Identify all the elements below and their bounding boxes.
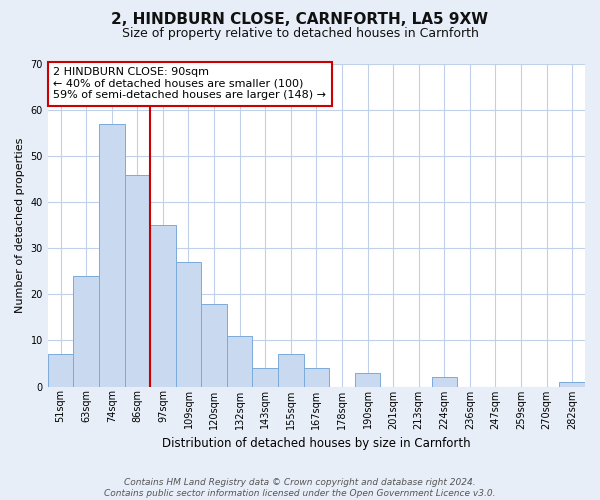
Bar	[73, 276, 99, 386]
Bar	[304, 368, 329, 386]
X-axis label: Distribution of detached houses by size in Carnforth: Distribution of detached houses by size …	[162, 437, 471, 450]
Bar	[355, 372, 380, 386]
Bar	[176, 262, 201, 386]
Bar	[431, 378, 457, 386]
Bar	[201, 304, 227, 386]
Bar	[278, 354, 304, 386]
Bar	[125, 174, 150, 386]
Bar	[99, 124, 125, 386]
Bar	[48, 354, 73, 386]
Y-axis label: Number of detached properties: Number of detached properties	[15, 138, 25, 313]
Text: Contains HM Land Registry data © Crown copyright and database right 2024.
Contai: Contains HM Land Registry data © Crown c…	[104, 478, 496, 498]
Bar	[227, 336, 253, 386]
Bar	[253, 368, 278, 386]
Text: Size of property relative to detached houses in Carnforth: Size of property relative to detached ho…	[122, 28, 478, 40]
Text: 2 HINDBURN CLOSE: 90sqm
← 40% of detached houses are smaller (100)
59% of semi-d: 2 HINDBURN CLOSE: 90sqm ← 40% of detache…	[53, 67, 326, 100]
Bar	[559, 382, 585, 386]
Bar	[150, 226, 176, 386]
Text: 2, HINDBURN CLOSE, CARNFORTH, LA5 9XW: 2, HINDBURN CLOSE, CARNFORTH, LA5 9XW	[112, 12, 488, 28]
